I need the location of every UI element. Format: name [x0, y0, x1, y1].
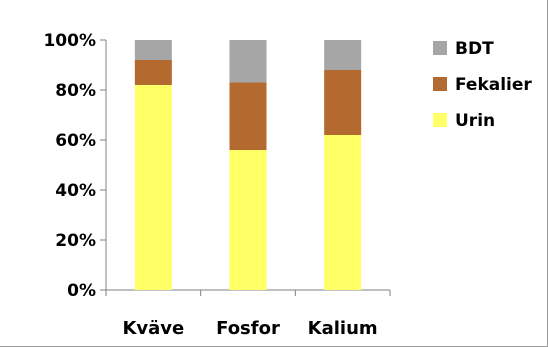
legend-label-fekalier: Fekalier — [455, 75, 532, 95]
y-tick-label: 80% — [55, 81, 96, 101]
bar-segment-fekalier — [229, 82, 267, 150]
bar-segment-fekalier — [134, 60, 172, 85]
bar-segment-urin — [324, 135, 362, 290]
x-category-label: Kväve — [122, 318, 184, 339]
plot-area: 0% 20% 40% 60% 80% 100% Kväve Fosfor Kalium — [43, 31, 391, 339]
y-tick-label: 0% — [67, 281, 96, 301]
bar-segment-fekalier — [324, 70, 362, 135]
y-tick-label: 40% — [55, 181, 96, 201]
y-tick-label: 100% — [43, 31, 96, 51]
y-tick-label: 20% — [55, 231, 96, 251]
legend-label-urin: Urin — [455, 111, 495, 131]
legend-swatch-bdt — [433, 41, 447, 55]
x-category-label: Fosfor — [216, 318, 280, 339]
legend: BDT Fekalier Urin — [433, 39, 532, 131]
legend-swatch-fekalier — [433, 77, 447, 91]
bar-segment-bdt — [229, 40, 267, 83]
bar-segment-urin — [229, 150, 267, 290]
legend-swatch-urin — [433, 113, 447, 127]
bar-segment-bdt — [134, 40, 172, 60]
y-tick-label: 60% — [55, 131, 96, 151]
x-category-label: Kalium — [308, 318, 378, 339]
legend-label-bdt: BDT — [455, 39, 494, 59]
bar-segment-bdt — [324, 40, 362, 70]
bar-segment-urin — [134, 85, 172, 290]
